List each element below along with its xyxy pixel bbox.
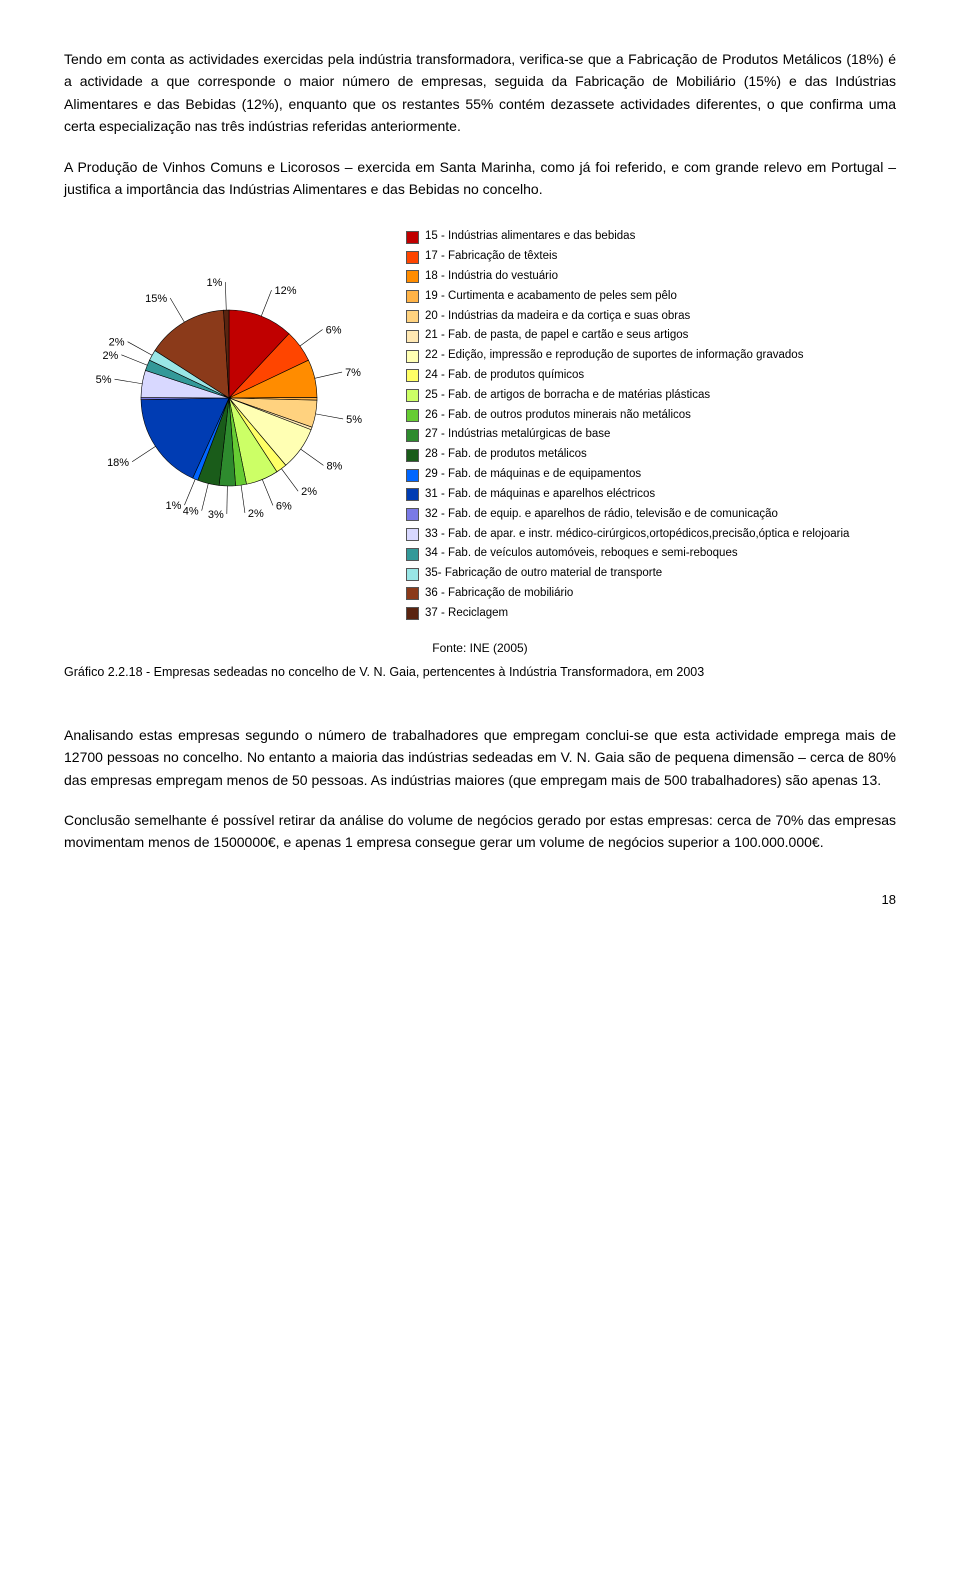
legend-swatch <box>406 508 419 521</box>
legend-label: 35- Fabricação de outro material de tran… <box>425 565 662 583</box>
legend-item: 21 - Fab. de pasta, de papel e cartão e … <box>406 327 896 345</box>
legend-label: 22 - Edição, impressão e reprodução de s… <box>425 347 803 365</box>
pie-slice-label: 4% <box>183 506 199 518</box>
pie-slice-label: 6% <box>326 325 342 337</box>
legend-label: 24 - Fab. de produtos químicos <box>425 367 584 385</box>
legend-swatch <box>406 449 419 462</box>
legend-label: 20 - Indústrias da madeira e da cortiça … <box>425 308 690 326</box>
pie-slice-label: 6% <box>276 501 292 513</box>
pie-slice-label: 8% <box>326 461 342 473</box>
legend-item: 26 - Fab. de outros produtos minerais nã… <box>406 407 896 425</box>
legend-item: 29 - Fab. de máquinas e de equipamentos <box>406 466 896 484</box>
legend-item: 36 - Fabricação de mobiliário <box>406 585 896 603</box>
legend-swatch <box>406 607 419 620</box>
legend-label: 32 - Fab. de equip. e aparelhos de rádio… <box>425 506 778 524</box>
legend-swatch <box>406 409 419 422</box>
legend-item: 37 - Reciclagem <box>406 605 896 623</box>
legend-label: 29 - Fab. de máquinas e de equipamentos <box>425 466 641 484</box>
legend-item: 34 - Fab. de veículos automóveis, reboqu… <box>406 545 896 563</box>
chart-caption: Gráfico 2.2.18 - Empresas sedeadas no co… <box>64 662 896 682</box>
legend-label: 26 - Fab. de outros produtos minerais nã… <box>425 407 691 425</box>
legend-item: 24 - Fab. de produtos químicos <box>406 367 896 385</box>
pie-slice-label: 2% <box>301 487 317 499</box>
legend-label: 36 - Fabricação de mobiliário <box>425 585 573 603</box>
pie-slice-label: 12% <box>275 285 297 297</box>
pie-slice-label: 5% <box>346 414 362 426</box>
legend-item: 31 - Fab. de máquinas e aparelhos eléctr… <box>406 486 896 504</box>
legend-swatch <box>406 488 419 501</box>
chart-container: 12%6%7%5%8%2%6%2%3%4%1%18%5%2%2%15%1% 15… <box>64 228 896 624</box>
legend-swatch <box>406 429 419 442</box>
paragraph-4: Conclusão semelhante é possível retirar … <box>64 809 896 854</box>
legend-label: 18 - Indústria do vestuário <box>425 268 558 286</box>
legend-label: 31 - Fab. de máquinas e aparelhos eléctr… <box>425 486 655 504</box>
pie-slice-label: 15% <box>145 293 167 305</box>
legend-item: 28 - Fab. de produtos metálicos <box>406 446 896 464</box>
legend-swatch <box>406 350 419 363</box>
legend-item: 15 - Indústrias alimentares e das bebida… <box>406 228 896 246</box>
pie-slice-label: 3% <box>208 509 224 521</box>
paragraph-3: Analisando estas empresas segundo o núme… <box>64 724 896 791</box>
legend-swatch <box>406 389 419 402</box>
legend-label: 19 - Curtimenta e acabamento de peles se… <box>425 288 677 306</box>
legend-swatch <box>406 568 419 581</box>
legend-label: 17 - Fabricação de têxteis <box>425 248 557 266</box>
pie-slice-label: 18% <box>107 457 129 469</box>
pie-slice-label: 7% <box>345 367 361 379</box>
pie-slice-label: 2% <box>248 508 264 520</box>
legend-swatch <box>406 251 419 264</box>
legend-label: 27 - Indústrias metalúrgicas de base <box>425 426 610 444</box>
legend-item: 22 - Edição, impressão e reprodução de s… <box>406 347 896 365</box>
legend-swatch <box>406 290 419 303</box>
legend-label: 33 - Fab. de apar. e instr. médico-cirúr… <box>425 526 849 544</box>
legend-swatch <box>406 310 419 323</box>
legend-label: 21 - Fab. de pasta, de papel e cartão e … <box>425 327 688 345</box>
legend-label: 37 - Reciclagem <box>425 605 508 623</box>
legend-label: 34 - Fab. de veículos automóveis, reboqu… <box>425 545 738 563</box>
legend-item: 20 - Indústrias da madeira e da cortiça … <box>406 308 896 326</box>
legend-swatch <box>406 231 419 244</box>
legend-label: 28 - Fab. de produtos metálicos <box>425 446 587 464</box>
legend-label: 15 - Indústrias alimentares e das bebida… <box>425 228 635 246</box>
legend-item: 18 - Indústria do vestuário <box>406 268 896 286</box>
legend-swatch <box>406 548 419 561</box>
chart-source: Fonte: INE (2005) <box>64 639 896 658</box>
pie-slice-label: 5% <box>96 375 112 387</box>
paragraph-1: Tendo em conta as actividades exercidas … <box>64 48 896 138</box>
page-number: 18 <box>64 890 896 911</box>
legend-item: 25 - Fab. de artigos de borracha e de ma… <box>406 387 896 405</box>
legend-item: 19 - Curtimenta e acabamento de peles se… <box>406 288 896 306</box>
pie-slice-label: 2% <box>109 337 125 349</box>
legend-swatch <box>406 330 419 343</box>
chart-legend: 15 - Indústrias alimentares e das bebida… <box>394 228 896 624</box>
pie-slice-label: 1% <box>206 277 222 289</box>
legend-item: 27 - Indústrias metalúrgicas de base <box>406 426 896 444</box>
legend-item: 33 - Fab. de apar. e instr. médico-cirúr… <box>406 526 896 544</box>
legend-swatch <box>406 587 419 600</box>
legend-swatch <box>406 270 419 283</box>
pie-chart: 12%6%7%5%8%2%6%2%3%4%1%18%5%2%2%15%1% <box>64 228 394 548</box>
legend-swatch <box>406 469 419 482</box>
paragraph-2: A Produção de Vinhos Comuns e Licorosos … <box>64 156 896 201</box>
legend-item: 35- Fabricação de outro material de tran… <box>406 565 896 583</box>
pie-slice-label: 2% <box>102 350 118 362</box>
legend-item: 32 - Fab. de equip. e aparelhos de rádio… <box>406 506 896 524</box>
legend-label: 25 - Fab. de artigos de borracha e de ma… <box>425 387 710 405</box>
legend-swatch <box>406 369 419 382</box>
legend-item: 17 - Fabricação de têxteis <box>406 248 896 266</box>
legend-swatch <box>406 528 419 541</box>
pie-slice-label: 1% <box>166 500 182 512</box>
